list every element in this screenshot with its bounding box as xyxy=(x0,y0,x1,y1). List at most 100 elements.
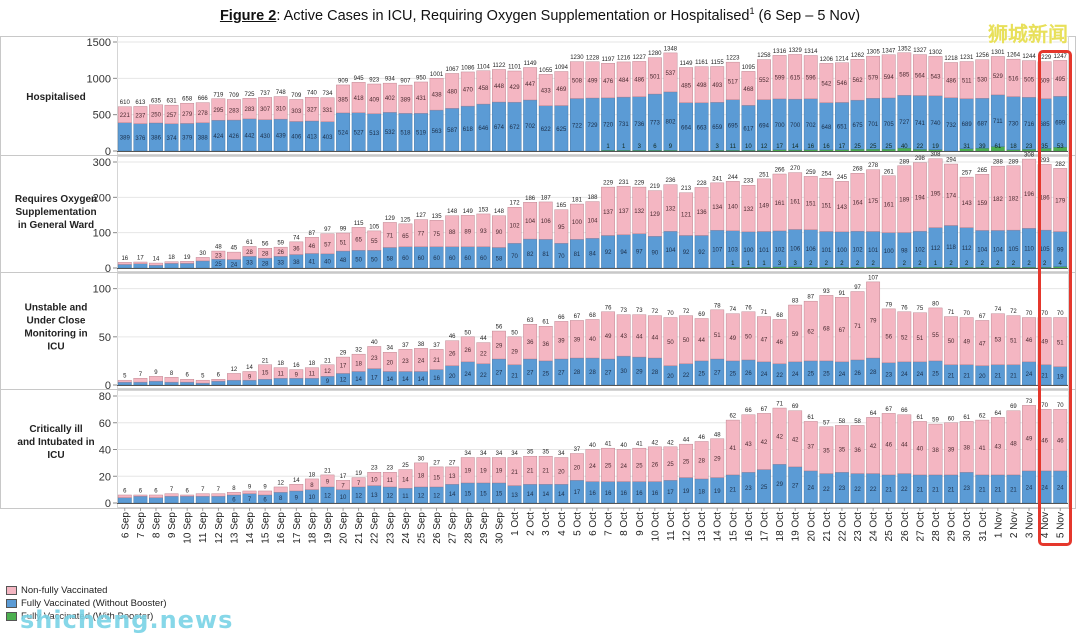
data-label-fully: 102 xyxy=(853,248,864,254)
x-tick-label: 24 Oct xyxy=(869,512,880,542)
data-label-total: 6 xyxy=(185,488,189,494)
x-tick-label: 30 Oct xyxy=(962,512,973,542)
bar-segment-non-fully xyxy=(975,59,990,99)
bar-segment-non-fully xyxy=(679,67,693,103)
data-label-total: 725 xyxy=(245,92,256,98)
legend-label-non-fully: Non-fully Vaccinated xyxy=(21,585,108,596)
data-label-fully: 21 xyxy=(1010,373,1017,379)
bar-segment-non-fully xyxy=(180,494,195,497)
data-label-fully: 376 xyxy=(135,136,146,142)
x-tick-label: 7 Sep xyxy=(136,512,147,539)
bar-segment-non-fully xyxy=(180,261,195,264)
bar-segment-non-fully xyxy=(445,466,460,485)
bar-segment-non-fully xyxy=(1022,158,1036,229)
data-label-total: 70 xyxy=(1026,311,1033,317)
data-label-booster: 14 xyxy=(792,144,799,150)
data-label-total: 1067 xyxy=(446,67,460,73)
data-label-total: 289 xyxy=(899,159,910,165)
data-label-total: 17 xyxy=(340,474,347,480)
data-label-booster: 53 xyxy=(1057,144,1064,150)
bar-segment-non-fully xyxy=(741,414,756,473)
data-label-non-fully: 257 xyxy=(167,113,178,119)
data-label-fully: 24 xyxy=(901,372,908,378)
data-label-non-fully: 303 xyxy=(291,109,302,115)
data-label-non-fully: 37 xyxy=(807,445,814,451)
data-label-fully: 21 xyxy=(1010,487,1017,493)
data-label-total: 87 xyxy=(807,295,814,301)
data-label-fully: 99 xyxy=(1057,248,1064,254)
data-label-fully: 646 xyxy=(478,126,489,132)
x-tick-label: 20 Sep xyxy=(339,512,350,544)
bar-segment-non-fully xyxy=(258,364,273,380)
data-label-non-fully: 24 xyxy=(620,464,627,470)
data-label-total: 76 xyxy=(605,305,612,311)
bar-segment-non-fully xyxy=(1022,405,1036,472)
x-tick-label: 18 Oct xyxy=(775,512,786,542)
data-label-non-fully: 594 xyxy=(884,75,895,81)
data-label-total: 1247 xyxy=(1054,54,1068,60)
data-label-fully: 29 xyxy=(636,370,643,376)
data-label-fully: 102 xyxy=(775,247,786,253)
bar-segment-non-fully xyxy=(570,203,584,240)
bar-segment-non-fully xyxy=(897,165,912,233)
data-label-fully: 21 xyxy=(948,487,955,493)
data-label-fully: 104 xyxy=(993,247,1004,253)
bar-segment-non-fully xyxy=(195,493,210,497)
data-label-fully: 24 xyxy=(1026,372,1033,378)
bar-segment-non-fully xyxy=(336,84,350,114)
data-label-total: 129 xyxy=(385,216,396,222)
data-label-total: 1231 xyxy=(960,55,974,61)
data-label-total: 34 xyxy=(464,451,471,457)
data-label-total: 8 xyxy=(170,371,174,377)
data-label-fully: 107 xyxy=(712,248,723,254)
data-label-booster: 3 xyxy=(638,144,642,150)
panel-title: Critically ill and Intubated in ICU xyxy=(17,424,94,461)
bar-segment-non-fully xyxy=(601,186,615,236)
data-label-fully: 12 xyxy=(386,493,393,499)
data-label-total: 67 xyxy=(574,314,581,320)
bar-segment-non-fully xyxy=(554,209,569,244)
data-label-fully: 28 xyxy=(574,370,581,376)
data-label-non-fully: 175 xyxy=(868,199,879,205)
y-tick-label: 20 xyxy=(99,471,111,483)
bar-segment-non-fully xyxy=(897,311,912,363)
data-label-fully: 19 xyxy=(683,489,690,495)
bar-segment-non-fully xyxy=(679,443,693,478)
data-label-total: 18 xyxy=(277,361,284,367)
data-label-fully: 14 xyxy=(527,492,534,498)
data-label-non-fully: 88 xyxy=(449,230,456,236)
data-label-total: 1229 xyxy=(1038,55,1052,61)
data-label-non-fully: 53 xyxy=(995,338,1002,344)
data-label-non-fully: 28 xyxy=(262,252,269,258)
data-label-fully: 695 xyxy=(728,123,739,129)
data-label-non-fully: 51 xyxy=(714,333,721,339)
data-label-booster: 2 xyxy=(981,261,985,267)
data-label-total: 266 xyxy=(775,168,786,174)
data-label-fully: 70 xyxy=(511,254,518,260)
data-label-total: 97 xyxy=(324,227,331,233)
data-label-fully: 14 xyxy=(386,377,393,383)
data-label-non-fully: 505 xyxy=(1024,77,1035,83)
x-tick-label: 2 Nov xyxy=(1009,512,1020,538)
data-label-fully: 21 xyxy=(995,487,1002,493)
data-label-non-fully: 237 xyxy=(135,114,146,120)
data-label-non-fully: 9 xyxy=(326,479,330,485)
figure-label: Figure 2 xyxy=(219,7,277,24)
bar-segment-non-fully xyxy=(912,312,927,363)
data-label-total: 6 xyxy=(139,488,143,494)
bar-segment-non-fully xyxy=(289,369,304,379)
bar-segment-non-fully xyxy=(149,262,163,266)
data-label-fully: 81 xyxy=(542,252,549,258)
data-label-non-fully: 102 xyxy=(510,224,521,230)
data-label-non-fully: 278 xyxy=(198,111,209,117)
data-label-fully: 732 xyxy=(946,123,957,129)
data-label-total: 945 xyxy=(354,76,365,82)
data-label-booster: 1 xyxy=(622,144,626,150)
data-label-non-fully: 25 xyxy=(683,459,690,465)
data-label-total: 19 xyxy=(184,255,191,261)
bar-segment-non-fully xyxy=(195,379,210,384)
data-label-total: 1227 xyxy=(633,55,647,61)
bar-segment-non-fully xyxy=(710,309,725,360)
data-label-non-fully: 13 xyxy=(449,474,456,480)
plot-area xyxy=(117,156,1069,272)
